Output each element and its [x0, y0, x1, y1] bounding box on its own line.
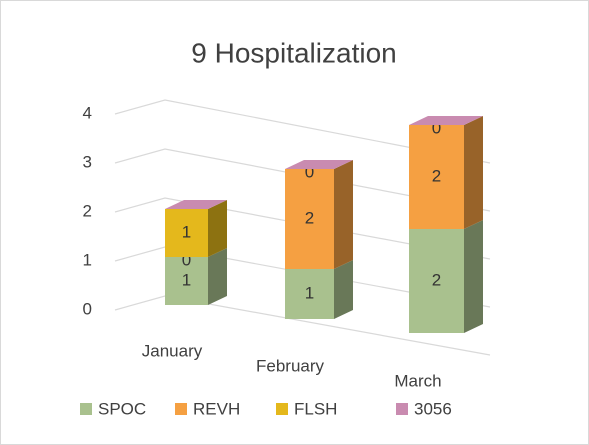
y-tick-label: 1	[83, 250, 92, 269]
bar-front	[285, 269, 334, 319]
data-label: 0	[432, 118, 441, 137]
legend-label: SPOC	[98, 399, 146, 418]
bar-side	[464, 220, 483, 333]
bar-side	[208, 248, 227, 305]
legend-label: FLSH	[294, 399, 337, 418]
grid-line	[114, 148, 491, 212]
bar-side	[334, 260, 353, 319]
bar-front	[409, 229, 464, 333]
bar-front	[285, 169, 334, 269]
data-label: 0	[305, 162, 314, 181]
legend-swatch	[396, 403, 408, 415]
data-label: 2	[432, 166, 441, 185]
data-label: 1	[182, 270, 191, 289]
bar-side	[464, 116, 483, 229]
data-label: 1	[182, 222, 191, 241]
legend-swatch	[175, 403, 187, 415]
bar-top	[409, 116, 483, 125]
y-tick-label: 0	[83, 299, 92, 318]
legend-swatch	[80, 403, 92, 415]
legend-swatch	[276, 403, 288, 415]
bar-side	[334, 160, 353, 269]
y-tick-label: 3	[83, 152, 92, 171]
x-tick-label: January	[142, 341, 203, 360]
y-tick-label: 4	[83, 103, 92, 122]
data-label: 2	[432, 270, 441, 289]
x-tick-label: March	[394, 371, 441, 390]
x-tick-label: February	[256, 356, 325, 375]
grid-line	[114, 197, 491, 260]
data-label: 1	[305, 283, 314, 302]
bar-top	[285, 160, 353, 169]
y-tick-label: 2	[83, 201, 92, 220]
legend-label: 3056	[414, 399, 452, 418]
chart-title: 9 Hospitalization	[191, 37, 396, 68]
legend-label: REVH	[193, 399, 240, 418]
bar-side	[208, 200, 227, 257]
data-label: 2	[305, 208, 314, 227]
bar-top	[165, 200, 227, 209]
grid-line	[114, 99, 491, 164]
data-label: 0	[182, 250, 191, 269]
bar-front	[409, 125, 464, 229]
bar-front	[165, 257, 208, 305]
bar-front	[165, 209, 208, 257]
